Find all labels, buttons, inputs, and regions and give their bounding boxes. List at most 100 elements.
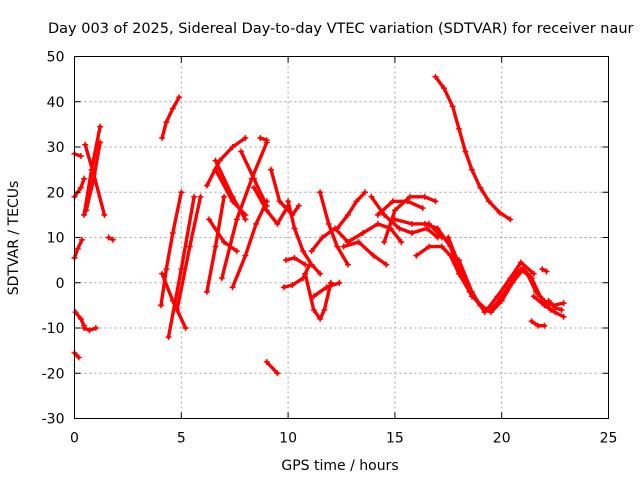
y-tick-label: 40 [47,95,65,111]
data-point-marker [308,248,315,255]
series-line-track-39 [376,199,425,217]
series-track-43 [421,220,554,316]
data-point-marker [101,211,108,218]
data-point-marker [295,202,302,209]
y-tick-label: 50 [47,50,65,66]
series-track-26 [263,358,281,377]
data-point-marker [238,148,245,155]
data-point-marker [426,243,433,250]
data-point-marker [229,198,236,205]
series-line-track-34 [318,190,350,267]
data-point-marker [83,207,90,214]
x-tick-label: 10 [279,431,297,447]
data-point-marker [221,193,228,200]
data-point-marker [398,239,405,246]
data-point-marker [274,220,281,227]
data-point-marker [389,198,396,205]
data-point-marker [268,166,275,173]
series-track-33 [310,279,343,300]
series-line-track-32 [309,226,350,253]
data-point-marker [319,234,326,241]
data-point-marker [530,293,537,300]
data-point-marker [81,325,88,331]
data-point-marker [212,157,219,164]
data-point-marker [334,243,341,250]
data-point-marker [97,123,104,130]
data-point-marker [169,229,176,236]
series-line-track-24 [252,185,290,226]
data-point-marker [468,288,475,295]
data-point-marker [191,193,198,200]
data-point-marker [77,315,84,322]
data-point-marker [517,259,524,266]
data-point-marker [438,243,445,250]
data-point-marker [310,293,317,300]
data-point-marker [263,207,270,214]
series-track-35 [334,189,368,232]
series-track-48 [530,293,567,320]
data-point-marker [406,193,413,200]
series-track-16 [203,193,228,295]
data-point-marker [163,266,170,273]
data-point-marker [206,216,213,223]
data-point-marker [325,220,332,227]
series-line-track-15 [175,195,203,312]
data-point-marker [344,211,351,218]
y-tick-label: 10 [47,231,65,247]
data-point-marker [530,270,537,277]
data-point-marker [257,134,264,141]
data-point-marker [233,248,240,255]
data-point-marker [505,284,512,291]
data-point-marker [163,119,170,126]
data-point-marker [396,225,403,232]
data-point-marker [317,189,324,196]
data-point-marker [302,270,309,277]
data-point-marker [253,220,260,227]
data-point-marker [552,304,559,311]
data-point-marker [174,306,181,313]
data-point-marker [81,211,88,218]
data-point-marker [408,229,415,236]
data-point-marker [455,257,462,264]
data-point-marker [308,261,315,268]
data-point-marker [323,284,330,291]
data-point-marker [419,205,426,212]
data-point-marker [158,302,165,309]
series-track-03 [71,175,88,200]
data-point-marker [90,171,97,178]
x-tick-label: 25 [600,431,618,447]
data-point-marker [334,225,341,232]
data-point-marker [488,309,495,316]
data-point-marker [274,370,281,377]
series-line-track-28 [282,262,312,289]
data-point-marker [159,270,166,277]
series-track-39 [374,198,426,218]
data-point-marker [74,245,81,252]
data-point-marker [229,144,236,150]
series-track-49 [524,270,567,309]
data-point-marker [496,209,503,216]
y-tick-label: -10 [42,321,65,337]
data-point-marker [169,105,176,112]
series-track-46 [455,257,535,316]
data-point-marker [317,315,324,322]
data-point-marker [291,254,298,261]
data-point-marker [282,257,289,264]
series-track-31 [302,270,334,322]
data-point-marker [374,211,381,218]
data-point-marker [165,334,172,341]
series-line-track-43 [423,222,553,314]
data-point-marker [221,239,228,246]
data-point-marker [242,134,249,141]
data-point-marker [477,184,484,191]
y-tick-label: 30 [47,140,65,156]
series-track-11 [159,94,183,141]
data-point-marker [336,279,343,286]
series-line-track-41 [393,217,444,240]
data-point-marker [300,248,307,255]
series-line-track-44 [433,75,512,222]
data-point-marker [285,198,292,205]
series-line-track-21 [220,140,269,280]
series-track-02 [71,236,85,261]
data-point-marker [77,184,84,191]
